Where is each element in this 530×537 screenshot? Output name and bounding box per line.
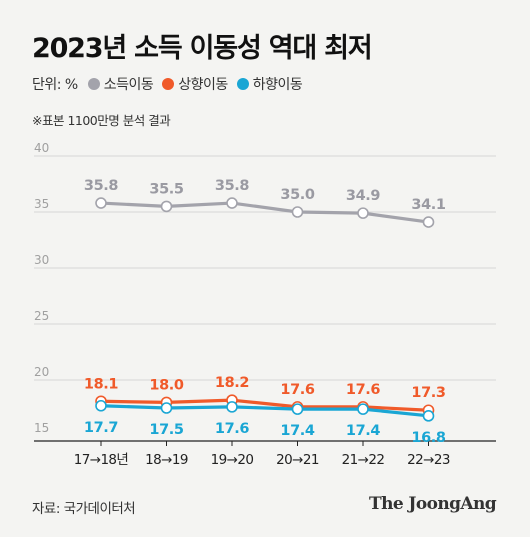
series-line <box>100 398 429 412</box>
x-tick-label: 19→20 <box>211 452 254 468</box>
legend-dot-icon <box>162 78 175 90</box>
data-point <box>422 216 435 228</box>
legend-label: 하향이동 <box>252 77 303 93</box>
data-point <box>226 197 238 209</box>
x-tick-label: 17→18년 <box>74 452 129 468</box>
legend-dot-icon <box>87 78 100 90</box>
chart-title: 2023년 소득 이동성 역대 최저 <box>32 33 373 64</box>
data-label: 35.8 <box>215 178 249 194</box>
data-label: 35.8 <box>84 178 118 194</box>
y-tick-label: 25 <box>34 309 49 323</box>
data-label: 17.7 <box>84 420 118 436</box>
y-tick-label: 35 <box>34 197 49 211</box>
series-line <box>100 404 429 418</box>
legend-item-downward: 하향이동 <box>236 74 303 94</box>
y-tick-label: 30 <box>34 253 49 267</box>
x-tick-label: 20→21 <box>276 452 319 468</box>
data-label: 35.5 <box>149 181 183 197</box>
data-label: 18.1 <box>84 376 118 392</box>
publisher-logo: The JoongAng <box>369 494 497 514</box>
data-label: 34.9 <box>346 188 380 204</box>
data-point <box>160 402 173 414</box>
data-label: 16.8 <box>411 430 445 446</box>
data-label: 17.6 <box>215 421 249 437</box>
data-label: 17.4 <box>346 423 380 439</box>
x-tick-label: 22→23 <box>407 452 450 468</box>
legend-dot-icon <box>236 78 249 90</box>
data-label: 17.6 <box>346 382 380 398</box>
source-note: 자료: 국가데이터처 <box>32 501 136 517</box>
data-point <box>95 197 107 209</box>
legend-label: 소득이동 <box>103 77 154 93</box>
y-tick-label: 15 <box>34 421 49 435</box>
y-tick-label: 20 <box>34 365 49 379</box>
x-tick-label: 21→22 <box>342 452 385 468</box>
series-line <box>100 201 429 224</box>
data-point <box>291 403 304 415</box>
data-label: 17.5 <box>149 422 183 438</box>
data-point <box>357 403 369 415</box>
data-label: 35.0 <box>280 187 314 203</box>
data-point <box>422 410 435 422</box>
data-point <box>291 206 304 218</box>
x-tick-label: 18→19 <box>145 452 188 468</box>
data-point <box>357 207 369 219</box>
legend-label: 상향이동 <box>178 77 228 93</box>
data-label: 17.6 <box>280 382 314 398</box>
legend-item-income-mobility: 소득이동 <box>87 74 154 94</box>
y-tick-label: 40 <box>34 141 49 155</box>
legend-item-upward: 상향이동 <box>162 74 228 94</box>
data-label: 17.3 <box>411 385 445 401</box>
data-point <box>226 401 238 413</box>
data-label: 18.2 <box>215 375 249 391</box>
data-label: 18.0 <box>149 377 183 393</box>
data-point <box>160 200 173 213</box>
data-label: 17.4 <box>280 423 314 439</box>
unit-label: 단위: % <box>32 77 78 93</box>
legend: 단위: % 소득이동 상향이동 하향이동 <box>32 74 311 94</box>
data-point <box>95 399 107 412</box>
sample-note: ※표본 1100만명 분석 결과 <box>32 113 171 128</box>
data-label: 34.1 <box>411 197 445 213</box>
